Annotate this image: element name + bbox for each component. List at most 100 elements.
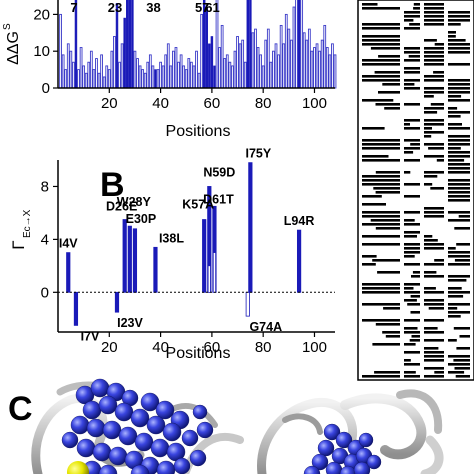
panel-a-bar-101 [315, 43, 319, 89]
panel-a-bar-97 [305, 39, 309, 89]
panel-a-bar-43 [166, 43, 170, 89]
panel-a-bar-75 [249, 0, 252, 89]
panel-a-bar-85 [274, 43, 278, 89]
panel-a-bar-91 [290, 39, 293, 89]
panel-b-label-L94R: L94R [284, 214, 315, 228]
panel-b-bar-94 [296, 229, 302, 293]
panel-a-bar-93 [295, 0, 298, 89]
panel-a-bar-28 [128, 0, 132, 89]
panel-a-bar-74 [246, 0, 250, 89]
panel-b-y-tick-label-4: 4 [41, 231, 49, 248]
panel-a-y-tick-label-10: 10 [33, 43, 50, 60]
panel-a-bar-14 [92, 69, 96, 89]
panel-a-bar-64 [220, 24, 224, 89]
panel-a-bar-15 [95, 58, 98, 89]
panel-a-bar-99 [310, 50, 314, 89]
panel-a-bar-49 [182, 65, 186, 89]
panel-a-bar-104 [323, 24, 327, 89]
panel-a-bar-108 [333, 54, 337, 89]
panel-a-bar-24 [118, 61, 121, 89]
panel-a-bar-58 [205, 6, 208, 89]
panel-a-bar-89 [284, 13, 288, 89]
panel-b-bar-30 [132, 228, 138, 293]
panel-a-bar-84 [272, 50, 275, 89]
panel-a-label-7: 7 [70, 0, 77, 15]
panel-a-bar-71 [238, 43, 242, 89]
panel-a-bar-102 [318, 50, 321, 89]
right-protein-ribbon [257, 398, 358, 474]
panel-a-bars [59, 0, 337, 89]
panel-b-bar-75 [248, 162, 253, 293]
panel-b-label-I23V: I23V [117, 316, 143, 330]
panel-b-label-I75Y: I75Y [246, 147, 272, 161]
panel-a-bar-88 [282, 43, 286, 89]
panel-b-bar-38 [153, 246, 158, 293]
panel-a-bar-12 [87, 61, 91, 89]
panel-a-bar-90 [287, 28, 291, 89]
panel-b-y-tick-label-8: 8 [41, 178, 49, 195]
panel-a-bar-65 [223, 58, 227, 89]
panel-b-label-D26E: D26E [106, 200, 137, 214]
panel-b-x-tick-label-40: 40 [152, 339, 169, 356]
panel-a-y-axis-label-sup: S [2, 23, 13, 30]
panel-b-label-G74A: G74A [249, 320, 282, 334]
panel-a-bar-76 [251, 32, 255, 89]
panel-a-bar-39 [156, 69, 160, 89]
panel-a-bar-92 [292, 6, 296, 89]
panel-a-y-axis-label: ΔΔG [5, 31, 22, 65]
panel-b-label-E30P: E30P [126, 212, 157, 226]
panel-a-bar-3 [64, 69, 68, 89]
panel-a-bar-94 [297, 0, 301, 89]
panel-a-bar-55 [197, 72, 201, 89]
panel-a-bar-78 [256, 47, 260, 89]
panel-a-bar-105 [325, 47, 329, 89]
panel-a-bar-27 [126, 0, 129, 89]
panel-a-bar-47 [177, 61, 180, 89]
panel-a-bar-72 [241, 39, 245, 89]
panel-a-bar-23 [115, 3, 119, 89]
panel-a-bar-36 [148, 54, 152, 89]
panel-a-bar-61 [213, 65, 216, 89]
panel-b-label-I4V: I4V [59, 237, 78, 251]
panel-a-bar-77 [254, 28, 257, 89]
panel-a-bar-41 [161, 65, 165, 89]
panel-a-bar-69 [233, 50, 237, 89]
panel-a-bar-31 [136, 58, 139, 89]
panel-b-label-N59D: N59D [203, 165, 235, 179]
panel-a-bar-8 [77, 69, 80, 89]
panel-b-label-I38L: I38L [159, 231, 184, 245]
sequence-alignment-matrix [357, 0, 474, 381]
panel-a-label-57: 57 [195, 0, 209, 15]
panel-b-x-tick-label-100: 100 [302, 339, 327, 356]
panel-a-bar-17 [100, 54, 103, 89]
panel-a-bar-38 [154, 69, 157, 89]
panel-a-bar-68 [231, 65, 234, 89]
panel-a-bar-20 [107, 69, 111, 89]
panel-b-bar-7 [73, 291, 79, 326]
panel-a-bar-32 [138, 65, 142, 89]
panel-a-bar-42 [164, 54, 168, 89]
panel-a-bar-73 [243, 61, 247, 89]
panel-a-bar-33 [141, 69, 145, 89]
panel-a-bar-80 [261, 65, 265, 89]
panel-a-x-tick-label-100: 100 [302, 95, 327, 112]
panel-a-bar-48 [179, 54, 183, 89]
panel-b-x-tick-label-60: 60 [204, 339, 221, 356]
panel-b-bar-23 [114, 291, 120, 313]
panel-a-label-61: 61 [205, 0, 219, 15]
panel-b-x-tick-label-80: 80 [255, 339, 272, 356]
panel-b-label-D61T: D61T [203, 192, 234, 206]
panel-a-x-tick-label-60: 60 [204, 95, 221, 112]
panel-a-bar-96 [302, 32, 306, 89]
panel-b-label-W28Y: W28Y [117, 195, 152, 209]
panel-a-bar-35 [146, 61, 150, 89]
panel-c-letter: C [8, 390, 33, 428]
panel-a-bar-79 [259, 54, 263, 89]
panel-a-y-tick-label-0: 0 [42, 80, 50, 97]
panel-a-x-tick-label-40: 40 [152, 95, 169, 112]
panel-a-bar-2 [61, 54, 65, 89]
panel-a-x-tick-label-20: 20 [101, 95, 118, 112]
panel-a-label-23: 23 [108, 0, 122, 15]
